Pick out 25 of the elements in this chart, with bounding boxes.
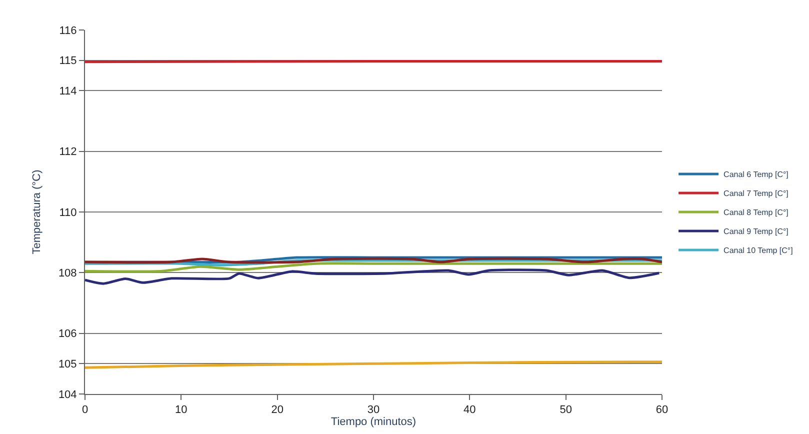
legend-label: Canal 10 Temp [C°] <box>724 246 793 256</box>
y-tick-label: 115 <box>59 55 77 68</box>
y-tick-label: 110 <box>59 206 77 219</box>
y-axis-title: Temperatura (°C) <box>31 170 44 254</box>
x-tick-label: 10 <box>175 404 188 416</box>
y-tick-label: 104 <box>58 388 77 401</box>
y-tick-label: 108 <box>58 268 77 280</box>
x-tick-label: 40 <box>464 404 476 416</box>
x-tick-label: 30 <box>367 404 380 416</box>
x-tick-label: 0 <box>82 404 88 416</box>
line-series <box>85 268 660 285</box>
y-tick-label: 106 <box>58 328 77 340</box>
x-axis-title: Tiempo (minutos) <box>330 416 416 428</box>
x-tick-label: 60 <box>656 404 668 416</box>
line-series <box>85 262 662 273</box>
y-tick-label: 116 <box>59 24 77 37</box>
y-tick-label: 105 <box>58 358 77 371</box>
x-tick-label: 20 <box>271 404 284 416</box>
x-tick-label: 50 <box>560 404 572 416</box>
legend-label: Canal 9 Temp [C°] <box>724 227 788 236</box>
legend-label: Canal 7 Temp [C°] <box>724 189 788 198</box>
y-tick-label: 114 <box>59 86 77 98</box>
legend-label: Canal 6 Temp [C°] <box>724 170 788 180</box>
legend-label: Canal 8 Temp [C°] <box>724 208 788 218</box>
y-tick-label: 112 <box>59 146 77 158</box>
